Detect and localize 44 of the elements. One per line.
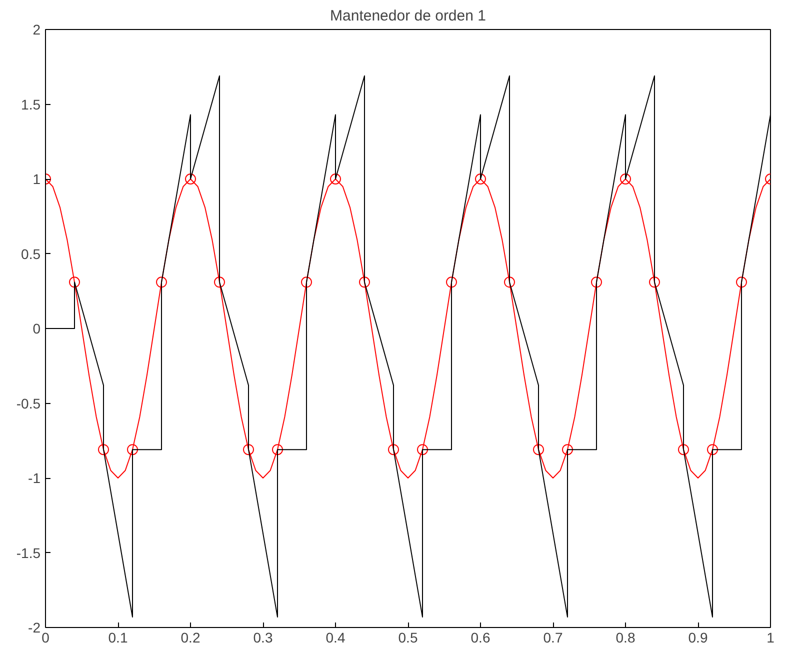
point	[156, 276, 167, 288]
y-tick-label: 1	[32, 171, 41, 187]
x-tick-label: 1	[766, 630, 775, 646]
point	[475, 174, 486, 184]
x-tick-label: 0.3	[253, 630, 273, 646]
point	[98, 444, 109, 456]
point	[330, 174, 341, 184]
point	[591, 276, 602, 288]
x-tick-label: 0.5	[398, 630, 418, 646]
point	[301, 276, 312, 288]
y-tick-label: 1.5	[21, 96, 41, 112]
point	[736, 276, 747, 288]
x-tick-label: 0.2	[180, 630, 200, 646]
point	[562, 444, 573, 456]
point	[504, 276, 515, 288]
point	[707, 444, 718, 456]
point	[678, 444, 689, 456]
point	[359, 276, 370, 288]
point	[533, 444, 544, 456]
x-tick-label: 0.4	[326, 630, 346, 646]
point	[243, 444, 254, 456]
point	[272, 444, 283, 456]
x-tick-label: 0.7	[543, 630, 563, 646]
y-tick-label: -1	[28, 470, 41, 486]
point	[417, 444, 428, 456]
y-tick-label: -0.5	[16, 395, 41, 412]
point	[649, 276, 660, 288]
point	[446, 276, 457, 288]
y-tick-label: 2	[32, 22, 41, 38]
x-tick-label: 0.6	[470, 630, 490, 646]
x-tick-label: 0.1	[108, 630, 128, 646]
point	[185, 174, 196, 184]
point	[214, 276, 225, 288]
chart-title: Mantenedor de orden 1	[330, 8, 486, 24]
y-tick-label: -2	[28, 620, 41, 636]
point	[69, 276, 80, 288]
x-tick-label: 0.9	[688, 630, 708, 646]
y-tick-label: 0	[32, 320, 41, 336]
point	[127, 444, 138, 456]
y-tick-label: -1.5	[16, 544, 41, 561]
point	[620, 174, 631, 184]
x-tick-label: 0.8	[616, 630, 636, 646]
y-tick-label: 0.5	[21, 246, 41, 262]
point	[388, 444, 399, 456]
